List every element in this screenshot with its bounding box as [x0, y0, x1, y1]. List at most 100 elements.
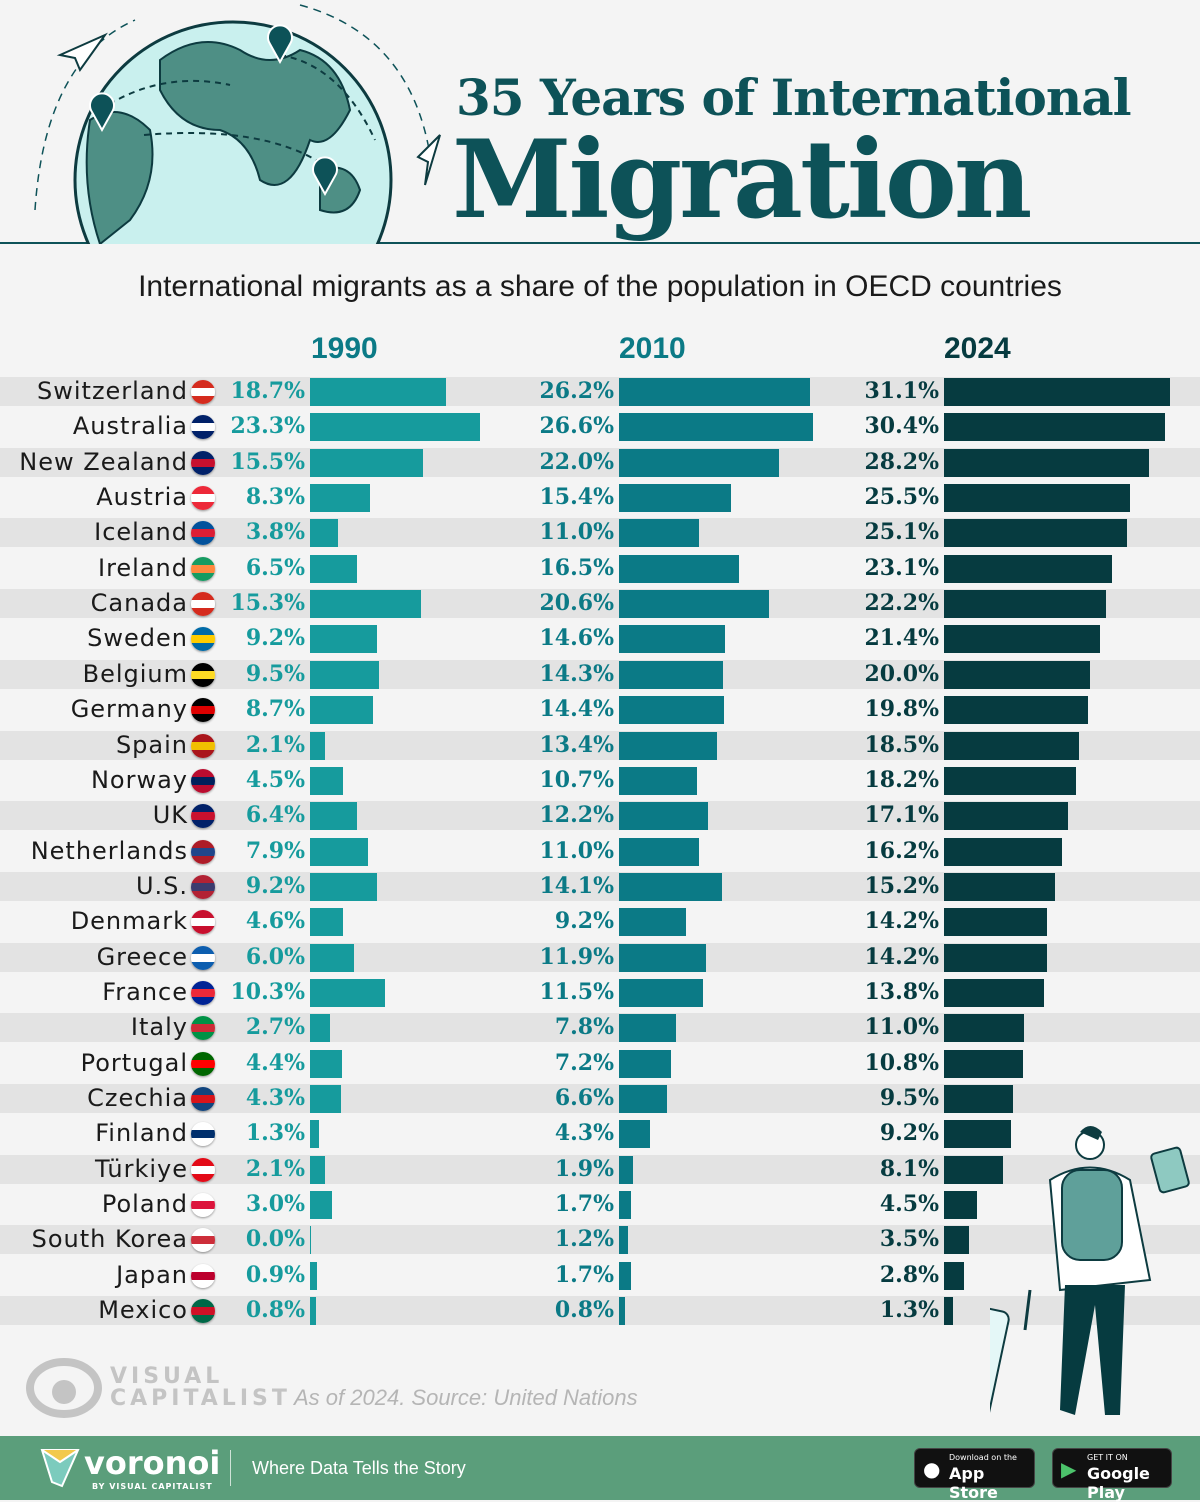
voronoi-brand[interactable]: voronoi — [84, 1444, 221, 1482]
google-play-button[interactable]: ▶ GET IT ON Google Play — [1052, 1448, 1172, 1502]
value-label-2010: 1.7% — [554, 1261, 614, 1288]
table-row: Ireland 6.5% 16.5% 23.1% — [0, 554, 1200, 583]
bar-2024 — [944, 802, 1069, 831]
value-label-2010: 11.0% — [539, 519, 615, 546]
bar-2010 — [619, 731, 717, 760]
value-label-1990: 6.5% — [245, 554, 305, 581]
table-row: Czechia 4.3% 6.6% 9.5% — [0, 1084, 1200, 1113]
bar-2010 — [619, 1191, 632, 1220]
value-label-2024: 2.8% — [879, 1261, 939, 1288]
country-label: Australia — [72, 412, 188, 441]
table-row: Türkiye 2.1% 1.9% 8.1% — [0, 1154, 1200, 1184]
value-label-1990: 3.0% — [245, 1191, 305, 1218]
country-label: Sweden — [87, 624, 188, 653]
bar-2010 — [619, 519, 700, 548]
table-row: Switzerland 18.7% 26.2% 31.1% — [0, 377, 1200, 406]
value-label-1990: 6.4% — [245, 802, 305, 829]
bar-2024 — [944, 766, 1077, 795]
bar-2024 — [944, 837, 1062, 866]
flag-icon — [191, 556, 215, 581]
table-row: Netherlands 7.9% 11.0% 16.2% — [0, 837, 1200, 866]
bar-2024 — [944, 1191, 977, 1220]
app-store-button[interactable]: ● Download on the App Store — [914, 1448, 1035, 1502]
flag-icon — [191, 521, 215, 546]
bar-1990 — [310, 554, 358, 583]
visual-capitalist-wordmark: VISUAL CAPITALIST — [110, 1366, 291, 1410]
bar-2010 — [619, 484, 732, 513]
title-line-2: Migration — [452, 117, 1032, 243]
value-label-2024: 15.2% — [864, 872, 940, 899]
country-label: Czechia — [87, 1084, 188, 1112]
country-label: Canada — [90, 589, 188, 618]
bar-2024 — [944, 448, 1150, 477]
flag-icon — [191, 1051, 215, 1076]
column-header-2010: 2010 — [619, 332, 686, 365]
bar-1990 — [310, 1191, 332, 1220]
bar-2010 — [619, 1226, 628, 1255]
flag-icon — [191, 804, 215, 829]
value-label-2010: 14.4% — [539, 696, 615, 723]
country-label: Türkiye — [95, 1154, 188, 1183]
value-label-2010: 11.0% — [539, 837, 615, 864]
bar-2024 — [944, 1049, 1023, 1078]
value-label-2024: 25.1% — [864, 519, 940, 546]
value-label-2024: 25.5% — [864, 484, 940, 511]
bar-1990 — [310, 872, 377, 901]
bar-1990 — [310, 731, 326, 760]
value-label-2010: 1.2% — [554, 1226, 614, 1253]
value-label-1990: 3.8% — [245, 519, 305, 546]
bar-2010 — [619, 766, 697, 795]
app-store-label: App Store — [949, 1464, 998, 1502]
value-label-1990: 7.9% — [245, 837, 305, 864]
flag-icon — [191, 486, 215, 511]
vc-line-1: VISUAL — [110, 1364, 224, 1389]
bar-2024 — [944, 731, 1079, 760]
value-label-1990: 18.7% — [230, 378, 306, 404]
bar-2010 — [619, 978, 703, 1007]
country-label: Greece — [96, 942, 188, 971]
subtitle: International migrants as a share of the… — [138, 270, 1062, 303]
value-label-2024: 14.2% — [864, 943, 940, 970]
flag-icon — [191, 662, 215, 687]
value-label-2010: 15.4% — [539, 484, 615, 511]
value-label-1990: 0.8% — [245, 1297, 305, 1324]
bar-2010 — [619, 802, 708, 831]
table-row: Sweden 9.2% 14.6% 21.4% — [0, 624, 1200, 654]
bar-1990 — [310, 1049, 343, 1078]
vc-line-2: CAPITALIST — [110, 1386, 291, 1411]
bar-1990 — [310, 943, 354, 972]
country-label: New Zealand — [19, 447, 188, 476]
column-header-2024: 2024 — [944, 332, 1011, 365]
bar-2024 — [944, 1297, 954, 1326]
table-row: Canada 15.3% 20.6% 22.2% — [0, 589, 1200, 619]
value-label-2010: 11.5% — [539, 978, 615, 1005]
value-label-2010: 9.2% — [554, 908, 614, 935]
value-label-2010: 26.2% — [539, 378, 615, 404]
bar-2024 — [944, 943, 1048, 972]
value-label-2010: 14.3% — [539, 660, 615, 687]
bar-2010 — [619, 1155, 633, 1184]
value-label-1990: 6.0% — [245, 943, 305, 970]
value-label-2024: 9.5% — [879, 1085, 939, 1111]
value-label-2024: 1.3% — [879, 1297, 939, 1324]
flag-icon — [191, 380, 215, 404]
tagline: Where Data Tells the Story — [252, 1458, 466, 1478]
brand-subtitle: BY VISUAL CAPITALIST — [92, 1482, 213, 1491]
value-label-2010: 1.7% — [554, 1191, 614, 1218]
country-label: Ireland — [97, 553, 188, 582]
value-label-2010: 0.8% — [554, 1297, 614, 1324]
country-label: Italy — [130, 1013, 188, 1042]
country-label: Portugal — [80, 1048, 188, 1077]
voronoi-logo-icon — [40, 1449, 80, 1488]
value-label-2024: 13.8% — [864, 978, 940, 1005]
country-label: Switzerland — [37, 377, 188, 405]
country-label: France — [102, 977, 188, 1006]
table-row: Denmark 4.6% 9.2% 14.2% — [0, 907, 1200, 937]
flag-icon — [191, 592, 215, 617]
value-label-1990: 4.6% — [245, 908, 305, 935]
table-row: Australia 23.3% 26.6% 30.4% — [0, 412, 1200, 442]
flag-icon — [191, 1087, 215, 1111]
value-label-1990: 10.3% — [230, 978, 306, 1005]
divider — [230, 1450, 231, 1486]
table-row: Germany 8.7% 14.4% 19.8% — [0, 695, 1200, 725]
